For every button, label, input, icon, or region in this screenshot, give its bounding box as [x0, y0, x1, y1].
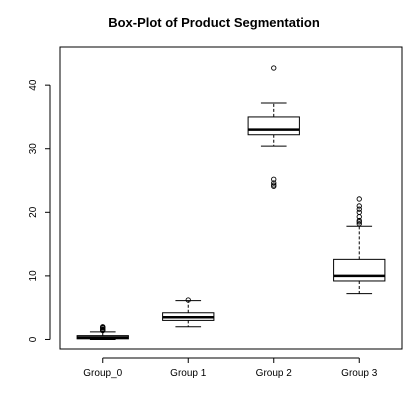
y-tick-label: 40	[28, 79, 39, 91]
outlier-point	[356, 209, 362, 215]
outlier-point	[356, 196, 362, 202]
box-group-0	[76, 324, 129, 340]
box-group-1	[162, 297, 215, 328]
outlier-point	[271, 180, 277, 186]
y-tick-label: 10	[28, 270, 39, 282]
x-tick-label: Group 1	[170, 368, 207, 379]
box-group-3	[333, 196, 386, 295]
y-tick-label: 30	[28, 143, 39, 155]
outlier-point	[356, 206, 362, 212]
outlier-point	[271, 65, 277, 71]
chart-title: Box-Plot of Product Segmentation	[108, 15, 320, 30]
outlier-point	[100, 324, 106, 330]
outlier-point	[185, 297, 191, 303]
x-tick-label: Group_0	[83, 368, 122, 379]
y-tick-label: 20	[28, 206, 39, 218]
x-tick-label: Group 3	[341, 368, 378, 379]
outlier-point	[271, 182, 277, 188]
box-group-2	[247, 65, 300, 189]
boxes-layer	[76, 65, 386, 340]
outlier-point	[356, 203, 362, 209]
outlier-point	[356, 221, 362, 227]
box-iqr	[333, 258, 386, 282]
x-tick-label: Group 2	[256, 368, 293, 379]
outlier-point	[356, 217, 362, 224]
box-iqr	[247, 116, 300, 136]
plot-area-frame	[59, 46, 403, 350]
y-tick-label: 0	[28, 336, 39, 342]
outlier-point	[271, 176, 277, 182]
x-axis: Group_0 Group 1 Group 2 Group 3	[83, 357, 378, 379]
y-axis: 0 10 20 30 40	[28, 79, 51, 342]
